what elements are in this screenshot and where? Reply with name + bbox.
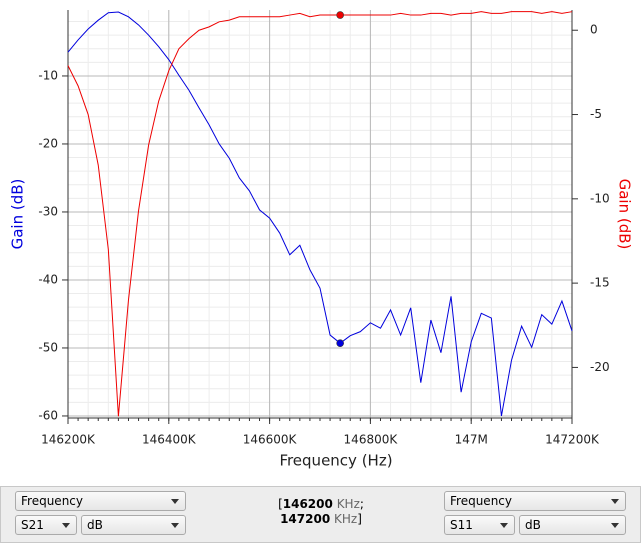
x-tick-label: 147M <box>455 433 488 447</box>
range-start: 146200 <box>282 497 333 511</box>
y2-tick-label: -5 <box>590 107 602 121</box>
x-tick-label: 146600K <box>243 433 298 447</box>
x-tick-label: 147200K <box>545 433 600 447</box>
y-tick-label: -60 <box>38 408 58 422</box>
y-tick-label: -40 <box>38 272 58 286</box>
y-axis-label: Gain (dB) <box>9 179 27 250</box>
unit-select[interactable]: dB <box>519 515 626 535</box>
y2-tick-label: -20 <box>590 360 610 374</box>
y2-tick-label: -10 <box>590 191 610 205</box>
unit: KHz <box>336 497 360 511</box>
y-tick-label: -20 <box>38 136 58 150</box>
x-tick-label: 146400K <box>142 433 197 447</box>
x-tick-label: 146800K <box>344 433 399 447</box>
y-tick-label: -30 <box>38 204 58 218</box>
separator: ; <box>359 497 364 511</box>
unit-select[interactable]: dB <box>81 515 186 535</box>
series-line <box>67 11 573 417</box>
y2-axis-label: Gain (dB) <box>616 179 634 250</box>
marker <box>336 11 344 19</box>
y2-tick-label: -15 <box>590 276 610 290</box>
y-tick-label: -50 <box>38 340 58 354</box>
y-tick-label: -10 <box>38 68 58 82</box>
domain-select[interactable]: Frequency <box>15 491 186 511</box>
param-select[interactable]: S21 <box>15 515 77 535</box>
param-select[interactable]: S11 <box>444 515 515 535</box>
bracket: ] <box>357 512 362 526</box>
bracket: [ <box>278 497 283 511</box>
unit: KHz <box>334 512 358 526</box>
series-line <box>67 11 573 417</box>
chart: Frequency (Hz) Gain (dB) Gain (dB) 14620… <box>9 10 634 470</box>
y2-tick-label: 0 <box>590 23 598 37</box>
domain-select[interactable]: Frequency <box>444 491 626 511</box>
range-end: 147200 <box>280 512 331 526</box>
x-axis-label: Frequency (Hz) <box>279 452 392 470</box>
control-panel: Frequency S21 dB [146200 KHz; 147200 KHz]… <box>0 486 641 543</box>
range-label: [146200 KHz; 147200 KHz] <box>251 497 391 527</box>
marker <box>336 339 344 348</box>
x-tick-label: 146200K <box>41 433 96 447</box>
